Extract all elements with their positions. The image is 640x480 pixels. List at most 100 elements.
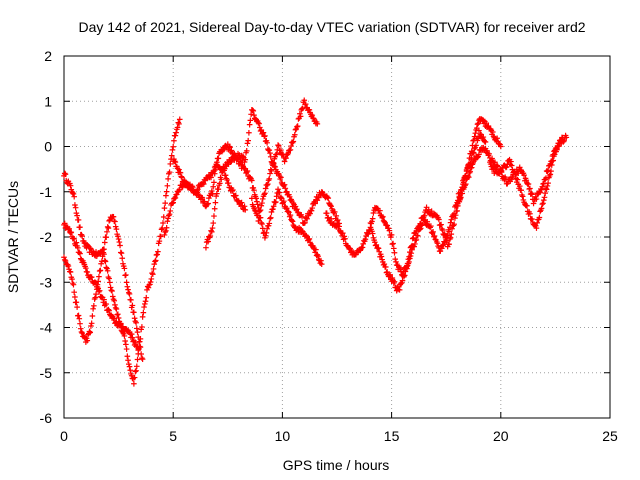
data-point bbox=[459, 190, 466, 197]
data-point bbox=[439, 242, 446, 249]
data-point bbox=[176, 186, 183, 193]
data-point bbox=[377, 207, 383, 214]
data-point bbox=[551, 151, 558, 158]
data-point bbox=[76, 315, 83, 322]
data-point bbox=[408, 243, 415, 250]
data-point bbox=[224, 177, 230, 183]
data-point bbox=[304, 216, 310, 222]
data-point bbox=[492, 159, 498, 166]
data-point bbox=[79, 330, 85, 336]
data-point bbox=[370, 210, 377, 216]
data-point bbox=[77, 320, 83, 327]
data-point bbox=[390, 240, 396, 247]
data-point bbox=[145, 284, 152, 291]
data-point bbox=[545, 180, 551, 186]
data-point bbox=[413, 228, 420, 235]
series-trace-6 bbox=[203, 107, 342, 251]
data-point bbox=[369, 230, 376, 237]
data-point bbox=[283, 155, 289, 161]
data-point bbox=[244, 168, 251, 174]
data-point bbox=[246, 129, 252, 136]
data-point bbox=[166, 211, 173, 217]
y-tick-label: -2 bbox=[40, 229, 53, 245]
data-point bbox=[489, 129, 496, 135]
data-point bbox=[438, 221, 444, 228]
data-point bbox=[399, 277, 406, 284]
data-point bbox=[84, 269, 91, 275]
data-point bbox=[276, 189, 283, 196]
data-point bbox=[112, 223, 119, 230]
data-point bbox=[545, 167, 551, 173]
data-point bbox=[119, 255, 126, 262]
data-point bbox=[112, 302, 118, 308]
data-point bbox=[393, 259, 399, 265]
x-axis-label: GPS time / hours bbox=[283, 457, 390, 473]
chart-title: Day 142 of 2021, Sidereal Day-to-day VTE… bbox=[78, 19, 585, 35]
data-point bbox=[73, 210, 80, 216]
data-point bbox=[228, 147, 235, 154]
data-point bbox=[112, 305, 119, 311]
data-point bbox=[143, 294, 150, 301]
data-point bbox=[244, 140, 251, 147]
data-point bbox=[401, 272, 408, 279]
data-point bbox=[92, 294, 99, 301]
data-point bbox=[75, 245, 81, 251]
data-point bbox=[150, 266, 157, 272]
data-point bbox=[413, 237, 420, 243]
data-point bbox=[282, 185, 289, 192]
data-point bbox=[508, 158, 514, 165]
data-point bbox=[172, 195, 179, 201]
data-point bbox=[262, 133, 268, 139]
data-point bbox=[436, 216, 442, 223]
data-point bbox=[134, 343, 141, 350]
data-point bbox=[129, 302, 136, 309]
data-point bbox=[369, 218, 375, 225]
data-point bbox=[225, 180, 232, 186]
data-point bbox=[104, 229, 110, 235]
data-point bbox=[512, 172, 519, 178]
data-point bbox=[259, 200, 265, 206]
data-point bbox=[547, 171, 554, 178]
data-point bbox=[259, 221, 265, 227]
data-point bbox=[263, 230, 270, 236]
data-point bbox=[281, 158, 288, 165]
data-point bbox=[474, 154, 481, 161]
data-point bbox=[255, 218, 262, 224]
data-point bbox=[498, 168, 505, 174]
data-point bbox=[212, 199, 219, 206]
data-point bbox=[110, 213, 117, 220]
data-point bbox=[391, 278, 398, 285]
data-point bbox=[125, 289, 132, 296]
data-point bbox=[302, 101, 309, 107]
data-point bbox=[96, 287, 103, 294]
data-point bbox=[336, 223, 342, 230]
data-point bbox=[213, 193, 219, 199]
data-point bbox=[246, 121, 253, 128]
data-point bbox=[131, 315, 138, 322]
data-point bbox=[273, 151, 280, 157]
data-point bbox=[61, 220, 68, 227]
data-point bbox=[550, 157, 557, 164]
data-point bbox=[115, 315, 122, 321]
data-point bbox=[292, 126, 299, 133]
data-point bbox=[72, 202, 78, 208]
data-point bbox=[228, 158, 235, 164]
data-point bbox=[211, 179, 217, 186]
data-point bbox=[288, 143, 294, 149]
data-point bbox=[559, 134, 565, 141]
data-point bbox=[123, 279, 130, 286]
data-point bbox=[474, 137, 481, 144]
data-point bbox=[299, 213, 305, 220]
y-tick-label: -1 bbox=[40, 184, 53, 200]
data-point bbox=[67, 230, 74, 236]
data-point bbox=[209, 225, 216, 231]
data-point bbox=[439, 227, 446, 233]
data-point bbox=[448, 216, 455, 223]
data-point bbox=[128, 331, 135, 337]
data-point bbox=[125, 357, 131, 364]
data-point bbox=[96, 268, 103, 274]
data-point bbox=[208, 229, 215, 235]
data-point bbox=[88, 274, 95, 280]
data-point bbox=[138, 326, 144, 333]
